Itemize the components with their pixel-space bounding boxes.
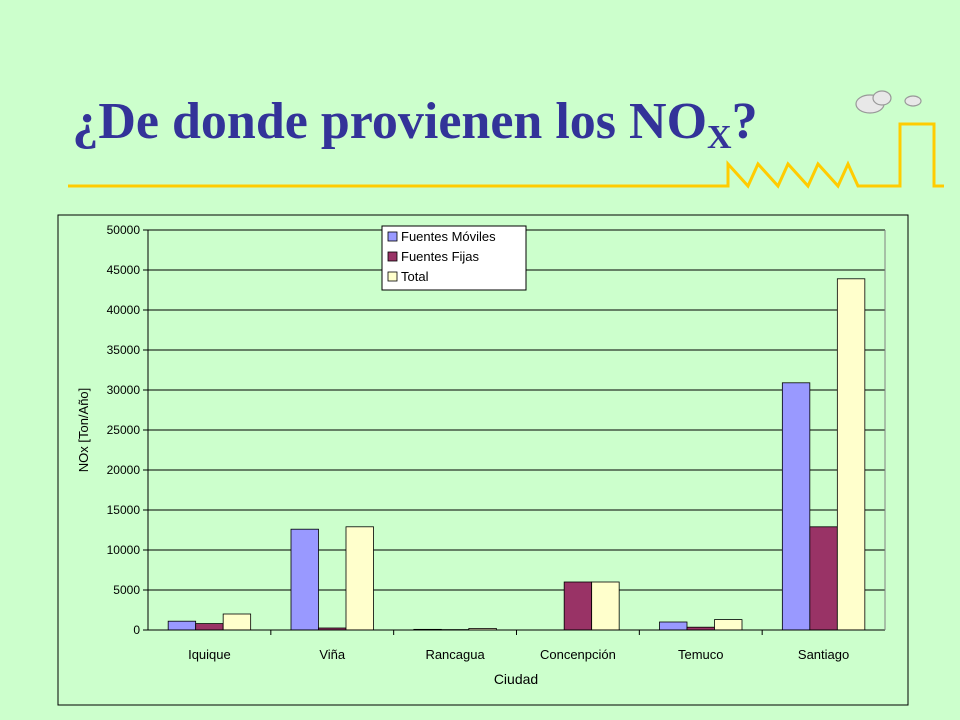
x-tick-label: Rancagua: [425, 647, 485, 662]
bar-total-1: [345, 526, 374, 631]
x-tick-labels: Iquique Viña Rancagua Concenpción Temuco Sant…: [188, 630, 849, 662]
decor-underline: [68, 122, 944, 189]
bars: [167, 278, 866, 631]
y-tick-label: 10000: [107, 543, 141, 557]
bar-fuentes-fijas-0: [195, 623, 224, 631]
title-subscript: X: [707, 119, 732, 156]
smoke-cloud-icon: [855, 90, 922, 114]
legend-swatch: [387, 271, 398, 282]
bar-fuentes-móviles-5: [781, 382, 811, 631]
x-tick-label: Temuco: [678, 647, 724, 662]
y-tick-labels: 0 5000 10000 15000 20000 25000 30000 35000 40000…: [107, 223, 141, 637]
title-main: ¿De donde provienen los NO: [72, 93, 708, 150]
bar-total-0: [222, 613, 252, 631]
y-tick-label: 20000: [107, 463, 141, 477]
y-tick-label: 15000: [107, 503, 141, 517]
legend-label: Fuentes Fijas: [401, 249, 480, 264]
y-tick-label: 40000: [107, 303, 141, 317]
legend-swatch: [387, 231, 398, 242]
y-tick-label: 30000: [107, 383, 141, 397]
title-question-mark: ?: [731, 93, 758, 150]
y-tick-label: 5000: [113, 583, 140, 597]
bar-total-4: [714, 619, 743, 631]
bar-fuentes-móviles-4: [659, 621, 688, 631]
x-axis-title: Ciudad: [494, 671, 538, 687]
bar-fuentes-fijas-3: [563, 581, 593, 631]
bar-fuentes-móviles-0: [167, 620, 197, 631]
legend-swatch: [387, 251, 398, 262]
bar-total-5: [836, 278, 866, 631]
y-axis-title: NOx [Ton/Año]: [76, 388, 91, 473]
legend-label: Fuentes Móviles: [401, 229, 496, 244]
y-tick-label: 0: [133, 623, 140, 637]
legend-box: [381, 225, 527, 291]
slide-title: ¿De donde provienen los NOX?: [0, 92, 960, 157]
x-tick-label: Santiago: [798, 647, 849, 662]
y-tick-label: 25000: [107, 423, 141, 437]
bar-fuentes-móviles-1: [290, 528, 319, 631]
x-tick-label: Concenpción: [540, 647, 616, 662]
bar-total-3: [591, 581, 620, 631]
legend: Fuentes Móviles Fuentes Fijas Total: [381, 225, 527, 291]
legend-label: Total: [401, 269, 429, 284]
bar-fuentes-fijas-5: [809, 526, 838, 631]
y-tick-label: 50000: [107, 223, 141, 237]
x-tick-label: Viña: [319, 647, 346, 662]
x-tick-label: Iquique: [188, 647, 231, 662]
y-tick-label: 35000: [107, 343, 141, 357]
factory-decoration: [68, 90, 944, 189]
y-tick-label: 45000: [107, 263, 141, 277]
